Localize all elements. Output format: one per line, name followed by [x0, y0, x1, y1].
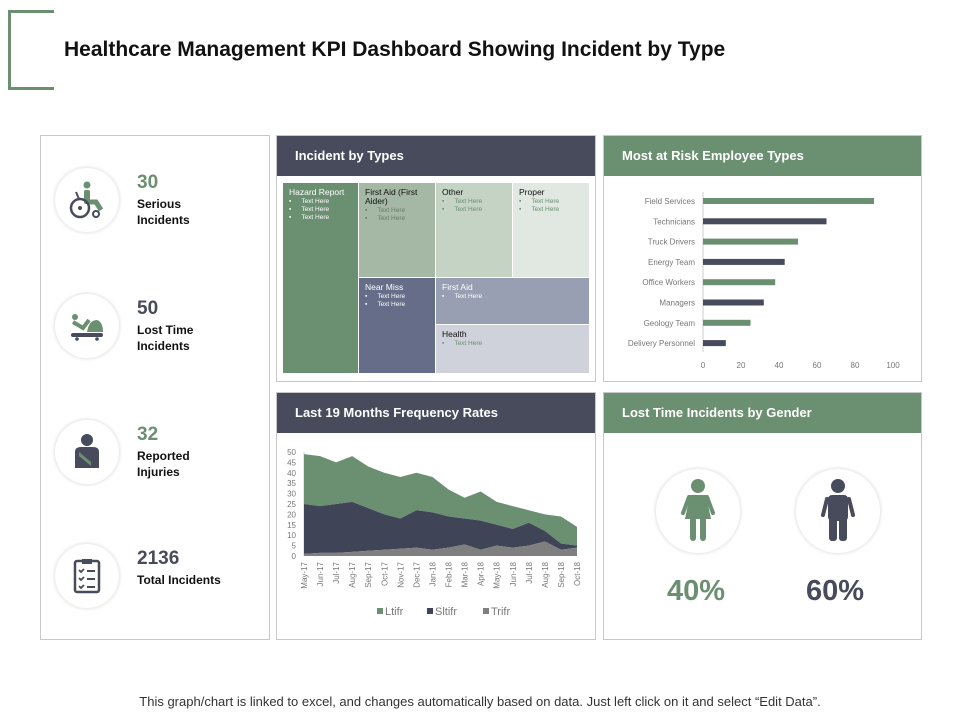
- x-tick-label: 40: [775, 361, 784, 370]
- bar-technicians: [703, 218, 827, 225]
- treemap-cell-first-aid-aider[interactable]: First Aid (First Aider)Text HereText Her…: [359, 183, 435, 277]
- treemap-cell-other[interactable]: OtherText HereText Here: [436, 183, 512, 277]
- kpi-serious-incidents: 30 Serious Incidents: [55, 168, 265, 234]
- x-tick-label: May-17: [300, 561, 309, 588]
- x-tick-label: Jul-17: [332, 561, 341, 583]
- kpi-lost-time-incidents: 50 Lost Time Incidents: [55, 294, 265, 360]
- frequency-header: Last 19 Months Frequency Rates: [277, 393, 595, 433]
- x-tick-label: 100: [886, 361, 900, 370]
- footer-note: This graph/chart is linked to excel, and…: [139, 694, 821, 709]
- bar-field-services: [703, 198, 874, 204]
- kpi-value: 32: [137, 424, 159, 445]
- y-tick-label: 10: [287, 531, 296, 540]
- risk-employee-header: Most at Risk Employee Types: [604, 136, 921, 176]
- bar-energy-team: [703, 258, 785, 265]
- bar-delivery-personnel: [703, 340, 726, 347]
- category-label: Office Workers: [642, 278, 695, 287]
- x-tick-label: Aug-18: [541, 561, 550, 587]
- x-tick-label: 60: [813, 361, 822, 370]
- x-tick-label: 0: [701, 361, 706, 370]
- wheelchair-icon: [55, 168, 119, 232]
- checklist-icon: [55, 544, 119, 608]
- x-tick-label: Jan-18: [428, 561, 437, 586]
- x-tick-label: Jun-18: [509, 561, 518, 586]
- x-tick-label: Jul-18: [525, 561, 534, 583]
- category-label: Truck Drivers: [648, 238, 695, 247]
- bar-geology-team: [703, 319, 751, 326]
- treemap-cell-proper[interactable]: ProperText HereText Here: [513, 183, 589, 277]
- kpi-label: Reported Injuries: [137, 449, 190, 479]
- male-icon: [796, 469, 880, 553]
- category-label: Technicians: [653, 217, 695, 226]
- category-label: Energy Team: [648, 258, 695, 267]
- x-tick-label: May-18: [493, 561, 502, 588]
- area-sltifr: [304, 501, 577, 554]
- patient-bed-icon: [55, 294, 119, 358]
- y-tick-label: 45: [287, 458, 296, 467]
- legend-swatch-trifr: [483, 608, 489, 614]
- y-tick-label: 25: [287, 500, 296, 509]
- x-tick-label: Nov-17: [396, 561, 405, 587]
- y-tick-label: 30: [287, 490, 296, 499]
- category-label: Field Services: [645, 197, 695, 206]
- x-tick-label: Oct-18: [573, 561, 582, 586]
- risk-bar-chart: Field Services Technicians Truck Drivers En…: [628, 192, 900, 370]
- risk-employee-panel: Most at Risk Employee Types: [603, 135, 922, 382]
- kpi-label: Serious Incidents: [137, 197, 190, 227]
- x-tick-label: 20: [737, 361, 746, 370]
- x-tick-label: Apr-18: [477, 561, 486, 586]
- kpi-value: 30: [137, 172, 159, 193]
- area-ltifr: [304, 454, 577, 546]
- kpi-label: Total Incidents: [137, 573, 221, 587]
- x-tick-label: 80: [851, 361, 860, 370]
- y-tick-label: 40: [287, 469, 296, 478]
- female-icon: [656, 469, 740, 553]
- kpi-reported-injuries: 32 Reported Injuries: [55, 420, 265, 486]
- x-tick-label: Feb-18: [445, 561, 454, 587]
- x-tick-label: Aug-17: [348, 561, 357, 587]
- legend-label-trifr: Trifr: [491, 606, 510, 618]
- x-tick-label: Sep-17: [364, 561, 373, 587]
- treemap-cell-first-aid[interactable]: First AidText Here: [436, 278, 589, 324]
- x-tick-label: Sep-18: [557, 561, 566, 587]
- legend-label-ltifr: Ltifr: [385, 606, 404, 618]
- treemap-cell-health[interactable]: HealthText Here: [436, 325, 589, 373]
- bar-office-workers: [703, 279, 776, 286]
- y-tick-label: 15: [287, 521, 296, 530]
- title-bracket-decoration: [8, 10, 54, 90]
- kpi-total-incidents: 2136 Total Incidents: [55, 544, 265, 610]
- kpi-value: 50: [137, 298, 159, 319]
- x-tick-label: Oct-17: [380, 561, 389, 586]
- treemap-cell-near-miss[interactable]: Near MissText HereText Here: [359, 278, 435, 373]
- x-tick-label: Dec-17: [412, 561, 421, 587]
- y-tick-label: 5: [292, 542, 297, 551]
- category-label: Delivery Personnel: [628, 339, 695, 348]
- y-tick-label: 50: [287, 448, 296, 457]
- bar-managers: [703, 299, 764, 306]
- kpi-panel: 30 Serious Incidents 50 Lost Time Incident…: [40, 135, 270, 640]
- y-tick-label: 35: [287, 479, 296, 488]
- injured-person-icon: [55, 420, 119, 484]
- y-tick-label: 0: [292, 552, 297, 561]
- y-tick-label: 20: [287, 510, 296, 519]
- treemap-cell-hazard-report[interactable]: Hazard ReportText HereText HereText Here: [283, 183, 358, 373]
- legend-swatch-sltifr: [427, 608, 433, 614]
- incident-types-header: Incident by Types: [277, 136, 595, 176]
- x-tick-label: Jun-17: [316, 561, 325, 586]
- legend-swatch-ltifr: [377, 608, 383, 614]
- x-tick-label: Mar-18: [461, 561, 470, 587]
- kpi-value: 2136: [137, 548, 180, 569]
- legend-label-sltifr: Sltifr: [435, 606, 457, 618]
- bar-truck-drivers: [703, 238, 798, 245]
- kpi-label: Lost Time Incidents: [137, 323, 194, 353]
- category-label: Managers: [659, 299, 695, 308]
- female-percentage: 40%: [667, 575, 726, 607]
- gender-header: Lost Time Incidents by Gender: [604, 393, 921, 433]
- page-title: Healthcare Management KPI Dashboard Show…: [64, 38, 726, 61]
- category-label: Geology Team: [644, 319, 696, 328]
- male-percentage: 60%: [806, 575, 865, 607]
